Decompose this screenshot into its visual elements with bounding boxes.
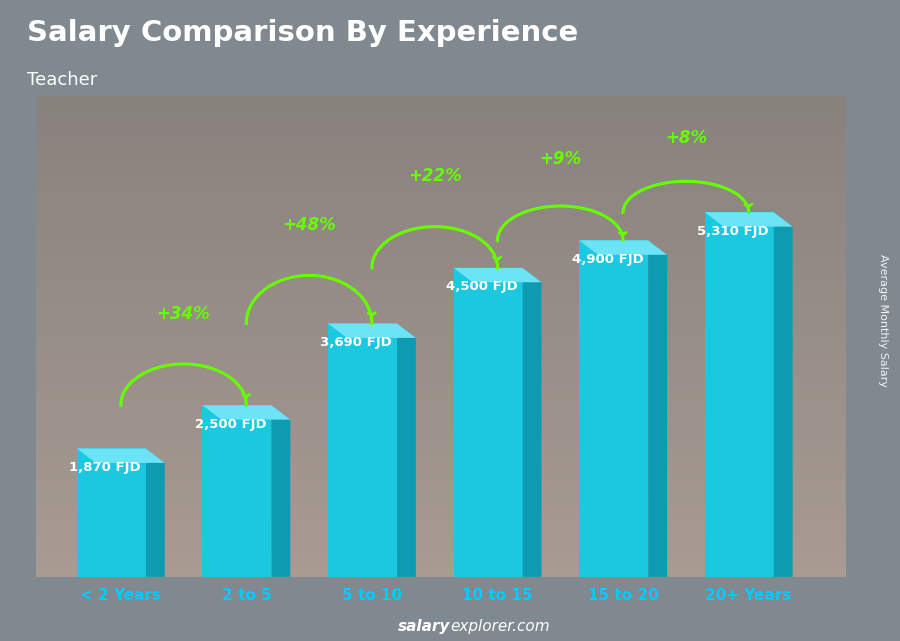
Polygon shape (454, 268, 542, 282)
Polygon shape (146, 449, 165, 577)
Polygon shape (648, 240, 667, 577)
Text: Teacher: Teacher (27, 71, 97, 88)
Text: 4,500 FJD: 4,500 FJD (446, 280, 518, 293)
Polygon shape (774, 212, 793, 577)
Text: +22%: +22% (408, 167, 462, 185)
Polygon shape (202, 405, 291, 420)
Text: salary: salary (398, 619, 450, 635)
Bar (328, 324, 397, 577)
Text: Average Monthly Salary: Average Monthly Salary (878, 254, 887, 387)
Polygon shape (76, 449, 165, 463)
Text: +8%: +8% (665, 129, 706, 147)
Text: 1,870 FJD: 1,870 FJD (69, 461, 141, 474)
Text: +9%: +9% (539, 150, 581, 168)
Polygon shape (705, 212, 793, 227)
Polygon shape (397, 324, 416, 577)
Bar (76, 449, 146, 577)
Polygon shape (328, 324, 416, 338)
Bar (454, 268, 523, 577)
Polygon shape (272, 405, 291, 577)
Text: 4,900 FJD: 4,900 FJD (572, 253, 644, 266)
Text: +34%: +34% (157, 304, 211, 323)
Bar (705, 212, 774, 577)
Bar (202, 405, 272, 577)
Text: explorer.com: explorer.com (450, 619, 550, 635)
Text: 3,690 FJD: 3,690 FJD (320, 336, 392, 349)
Text: Salary Comparison By Experience: Salary Comparison By Experience (27, 19, 578, 47)
Polygon shape (523, 268, 542, 577)
Text: +48%: +48% (283, 216, 336, 234)
Text: 5,310 FJD: 5,310 FJD (698, 224, 769, 238)
Text: 2,500 FJD: 2,500 FJD (194, 417, 266, 431)
Bar (579, 240, 648, 577)
Polygon shape (579, 240, 667, 254)
